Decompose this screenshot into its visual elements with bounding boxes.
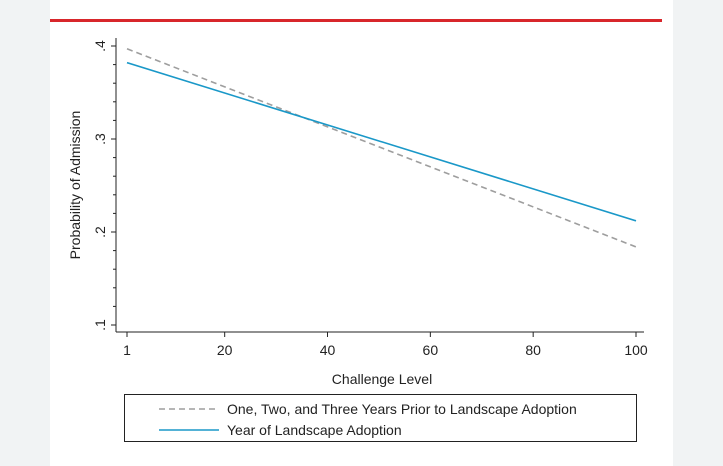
legend: One, Two, and Three Years Prior to Lands… (124, 394, 637, 442)
tick-marks: 1 20 40 60 80 100 .1 .2 .3 .4 (92, 40, 648, 358)
x-tick-label: 40 (320, 342, 336, 358)
x-tick-label: 1 (123, 342, 131, 358)
legend-dashed-line-icon (159, 408, 219, 410)
legend-solid-line-icon (159, 429, 219, 431)
x-tick-label: 80 (525, 342, 541, 358)
y-tick-label: .2 (92, 226, 108, 238)
y-tick-label: .3 (92, 133, 108, 145)
accent-bar (50, 19, 662, 22)
x-tick-label: 20 (217, 342, 233, 358)
y-tick-label: .4 (92, 40, 108, 52)
line-chart: 1 20 40 60 80 100 .1 .2 .3 .4 Probability of Admi… (67, 38, 648, 387)
legend-item-adoption: Year of Landscape Adoption (125, 420, 402, 440)
legend-item-prior: One, Two, and Three Years Prior to Lands… (125, 399, 577, 419)
series-group (126, 48, 637, 248)
legend-label-prior: One, Two, and Three Years Prior to Lands… (227, 401, 577, 417)
chart-card: 1 20 40 60 80 100 .1 .2 .3 .4 Probability of Admi… (50, 0, 673, 466)
series-line-adoption (126, 61, 637, 222)
y-axis-label: Probability of Admission (67, 111, 83, 260)
x-tick-label: 100 (624, 342, 648, 358)
axes (115, 38, 644, 333)
y-tick-label: .1 (92, 319, 108, 331)
legend-label-adoption: Year of Landscape Adoption (227, 422, 402, 438)
x-tick-label: 60 (423, 342, 439, 358)
x-axis-label: Challenge Level (332, 371, 432, 387)
series-line-prior (126, 48, 637, 248)
